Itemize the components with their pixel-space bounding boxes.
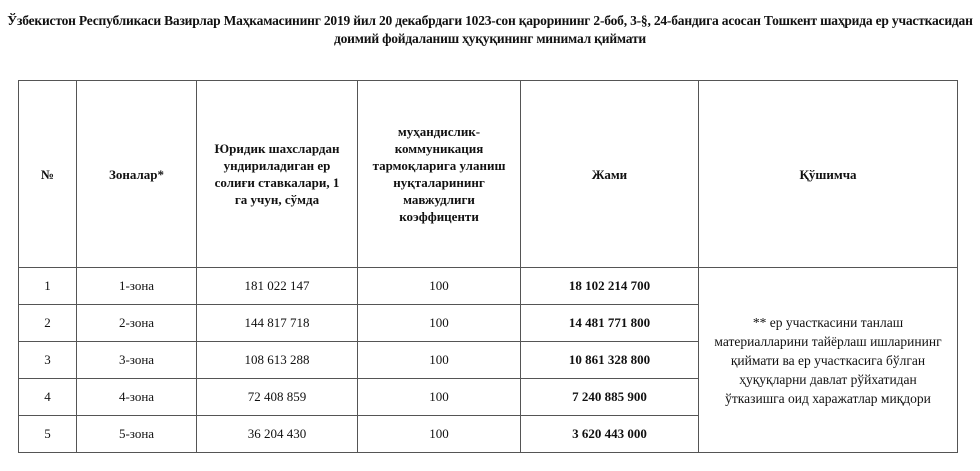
cell-total: 7 240 885 900 — [520, 378, 699, 416]
cell-number: 1 — [18, 267, 77, 305]
table-row: 2 2-зона 144 817 718 100 14 481 771 800 — [18, 304, 958, 342]
cell-total: 10 861 328 800 — [520, 341, 699, 379]
cell-zone: 1-зона — [76, 267, 197, 305]
document-title: Ўзбекистон Республикаси Вазирлар Маҳкама… — [7, 13, 973, 46]
cell-number: 5 — [18, 415, 77, 453]
cell-zone: 5-зона — [76, 415, 197, 453]
header-total: Жами — [520, 80, 699, 268]
header-coefficient: муҳандислик-коммуникация тармоқларига ул… — [357, 80, 521, 268]
cell-total: 14 481 771 800 — [520, 304, 699, 342]
cell-rate: 144 817 718 — [196, 304, 358, 342]
cell-number: 4 — [18, 378, 77, 416]
cell-coefficient: 100 — [357, 415, 521, 453]
cell-number: 3 — [18, 341, 77, 379]
header-tax-rate: Юридик шахслардан ундириладиган ер солиғ… — [196, 80, 358, 268]
cell-rate: 181 022 147 — [196, 267, 358, 305]
cell-coefficient: 100 — [357, 304, 521, 342]
cell-rate: 36 204 430 — [196, 415, 358, 453]
cell-coefficient: 100 — [357, 267, 521, 305]
cell-rate: 72 408 859 — [196, 378, 358, 416]
header-zones: Зоналар* — [76, 80, 197, 268]
table-row: 1 1-зона 181 022 147 100 18 102 214 700 … — [18, 267, 958, 453]
header-row: № Зоналар* Юридик шахслардан ундириладиг… — [18, 80, 958, 268]
cell-rate: 108 613 288 — [196, 341, 358, 379]
cell-zone: 3-зона — [76, 341, 197, 379]
cell-total: 18 102 214 700 — [520, 267, 699, 305]
cell-coefficient: 100 — [357, 341, 521, 379]
table-row: 3 3-зона 108 613 288 100 10 861 328 800 — [18, 341, 958, 379]
cell-coefficient: 100 — [357, 378, 521, 416]
header-number: № — [18, 80, 77, 268]
table-row: 5 5-зона 36 204 430 100 3 620 443 000 — [18, 415, 958, 453]
cell-total: 3 620 443 000 — [520, 415, 699, 453]
additional-note: ** ер участкасини танлаш материалларини … — [698, 267, 958, 453]
land-value-table: № Зоналар* Юридик шахслардан ундириладиг… — [18, 80, 958, 453]
table-row: 4 4-зона 72 408 859 100 7 240 885 900 — [18, 378, 958, 416]
cell-zone: 4-зона — [76, 378, 197, 416]
cell-zone: 2-зона — [76, 304, 197, 342]
cell-number: 2 — [18, 304, 77, 342]
header-additional: Қўшимча — [698, 80, 958, 268]
